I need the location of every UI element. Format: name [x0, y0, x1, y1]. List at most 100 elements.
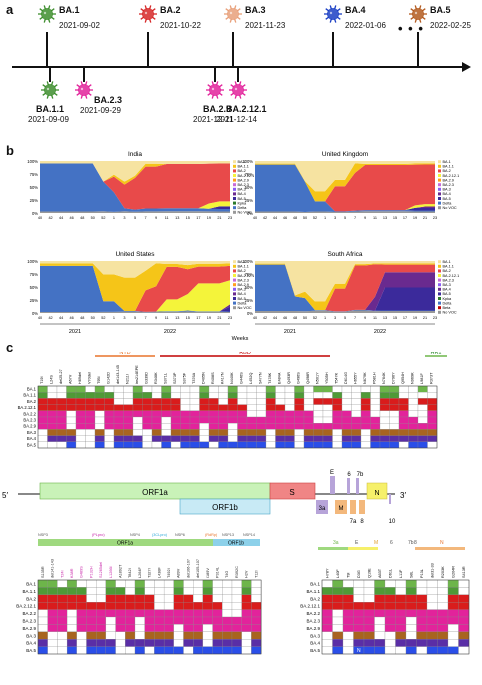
legend-swatch [233, 306, 236, 310]
table-cell [193, 646, 204, 655]
table-cell [199, 423, 210, 430]
n-label: N [374, 490, 379, 497]
table-cell [142, 441, 153, 449]
orf8-label: 8 [360, 519, 364, 525]
table-cell [417, 429, 428, 436]
table-cell [231, 639, 242, 647]
table-cell [417, 392, 428, 399]
table-cell [163, 609, 174, 618]
table-cell [408, 429, 419, 436]
table-cell [265, 410, 276, 418]
table-cell [144, 639, 155, 647]
table-cell [113, 429, 124, 436]
table-cell [395, 579, 407, 588]
table-cell [113, 410, 124, 418]
table-cell [379, 423, 390, 430]
mutation-label: H2V [245, 570, 249, 578]
x-tick-label: 5 [344, 216, 346, 220]
table-cell [353, 602, 365, 610]
table-cell [37, 616, 48, 625]
table-cell [170, 398, 181, 405]
nsp-label: NSP3 [38, 533, 48, 537]
table-cell [56, 441, 67, 449]
table-cell [37, 423, 48, 430]
table-cell [199, 416, 210, 424]
legend-label: BA.4 [238, 292, 246, 296]
table-cell [212, 579, 223, 588]
mutation-label: T842I [128, 568, 132, 578]
table-cell [384, 609, 396, 618]
table-cell [342, 579, 354, 588]
orf7b-label: 7b [357, 472, 364, 478]
table-cell [85, 435, 96, 442]
table-cell [151, 435, 162, 442]
table-cell [47, 404, 58, 411]
table-cell [56, 416, 67, 424]
panel-label-c: c [6, 340, 14, 355]
gene-label: N [440, 540, 444, 546]
table-cell [37, 416, 48, 424]
table-cell [76, 624, 87, 632]
table-cell [218, 441, 229, 449]
orf7a-box [350, 500, 356, 514]
virus-icon [224, 5, 242, 23]
y-tick-label: 50% [245, 185, 254, 190]
table-cell [94, 416, 105, 424]
table-cell [389, 435, 400, 442]
table-cell [351, 410, 362, 418]
table-cell [405, 579, 417, 588]
table-cell [231, 646, 242, 655]
table-cell [417, 410, 428, 418]
x-tick-label: 1 [324, 316, 326, 320]
table-cell [313, 416, 324, 424]
table-cell [212, 631, 223, 640]
mutation-label: D405N [201, 372, 205, 384]
row-label: BA.5 [27, 442, 37, 447]
orf7a-label: 7a [350, 519, 357, 525]
x-tick-label: 3 [123, 216, 125, 220]
mutation-label: A89V [177, 568, 181, 578]
table-cell [360, 435, 371, 442]
row-label: BA.2.12.1 [300, 604, 320, 609]
table-cell [56, 385, 67, 393]
table-cell [322, 441, 333, 449]
table-cell [398, 392, 409, 399]
area-series [40, 163, 230, 210]
table-cell [426, 609, 438, 618]
gene-label: 7b [408, 540, 414, 546]
table-cell [56, 392, 67, 399]
table-cell [294, 398, 305, 405]
table-cell [189, 385, 200, 393]
table-cell [94, 398, 105, 405]
table-cell [426, 631, 438, 640]
table-cell [104, 416, 115, 424]
table-cell [170, 423, 181, 430]
table-cell [222, 602, 233, 610]
table-cell [408, 423, 419, 430]
x-tick-label: 5 [134, 316, 136, 320]
table-cell [370, 392, 381, 399]
table-cell [132, 398, 143, 405]
x-tick-label: 23 [433, 216, 437, 220]
y-tick-label: 100% [27, 159, 38, 164]
table-cell [322, 385, 333, 393]
table-cell [241, 624, 252, 632]
table-cell [417, 423, 428, 430]
y-tick-label: 75% [30, 272, 39, 277]
table-cell [115, 631, 126, 640]
table-cell [105, 639, 116, 647]
table-cell [332, 624, 344, 632]
table-cell [208, 429, 219, 436]
table-cell [47, 435, 58, 442]
table-cell [47, 416, 58, 424]
mutation-label: del106-107 [186, 559, 190, 578]
table-cell [294, 441, 305, 449]
table-cell [265, 423, 276, 430]
x-tick-label: 9 [155, 216, 157, 220]
table-cell [85, 392, 96, 399]
x-tick-label: 7 [144, 216, 146, 220]
area-series [255, 211, 435, 213]
table-cell [86, 631, 97, 640]
table-cell [163, 594, 174, 603]
table-cell [66, 385, 77, 393]
